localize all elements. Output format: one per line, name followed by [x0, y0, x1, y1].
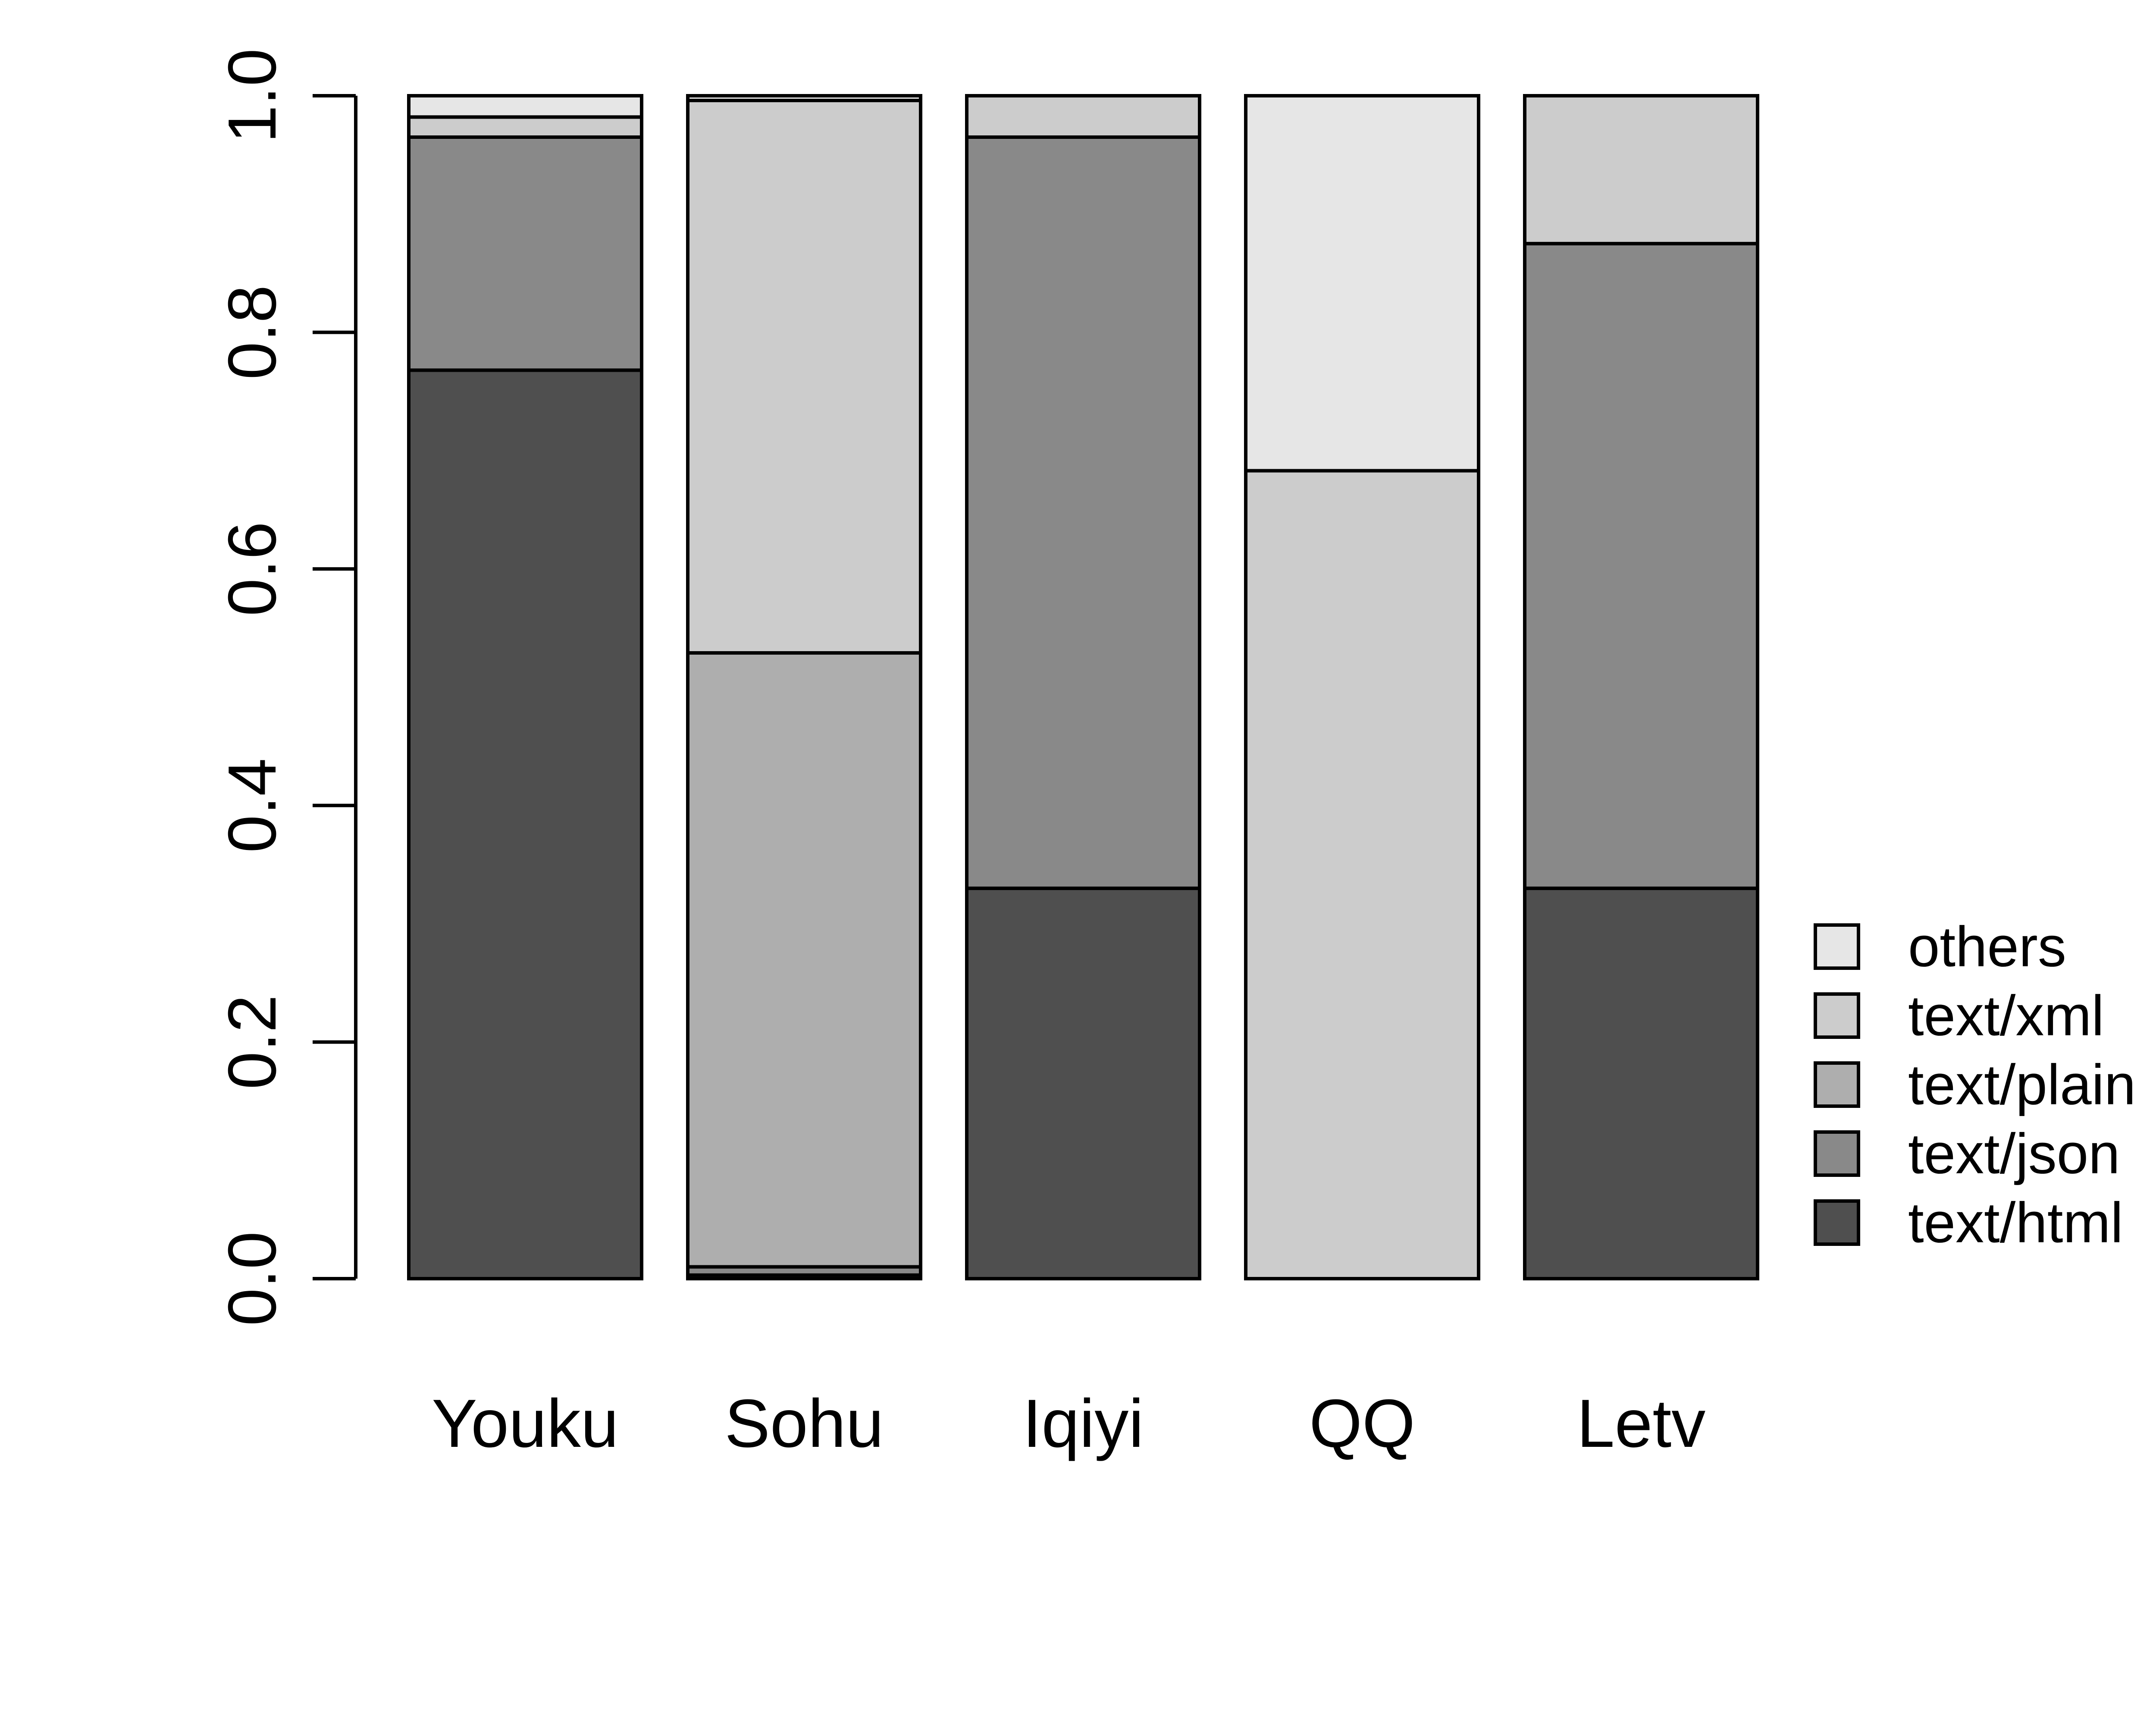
y-tick-label: 0.8: [214, 285, 290, 380]
legend-swatch: [1814, 1130, 1860, 1177]
bar-iqiyi: [965, 94, 1201, 1281]
legend-item: others: [1814, 915, 2066, 979]
legend-swatch: [1814, 923, 1860, 970]
bar-segment-youku-others: [407, 94, 643, 119]
legend-label: others: [1908, 915, 2066, 979]
bar-letv: [1523, 94, 1759, 1281]
bar-segment-qq-others: [1244, 94, 1480, 473]
legend-item: text/html: [1814, 1191, 2123, 1255]
legend-item: text/xml: [1814, 984, 2104, 1048]
bar-qq: [1244, 94, 1480, 1280]
legend-label: text/plain: [1908, 1053, 2136, 1117]
legend-swatch: [1814, 992, 1860, 1039]
bar-sohu: [686, 94, 922, 1280]
legend-label: text/html: [1908, 1191, 2123, 1255]
x-tick-label: Youku: [432, 1386, 619, 1462]
y-tick-label: 0.0: [214, 1231, 290, 1326]
bar-segment-sohu-text-plain: [686, 651, 922, 1269]
legend-swatch: [1814, 1199, 1860, 1246]
legend-label: text/xml: [1908, 984, 2104, 1048]
legend: otherstext/xmltext/plaintext/jsontext/ht…: [1814, 915, 2136, 1255]
bar-segment-qq-text-xml: [1244, 469, 1480, 1280]
legend-swatch: [1814, 1061, 1860, 1108]
bar-segment-youku-text-json: [407, 135, 643, 372]
legend-label: text/json: [1908, 1122, 2120, 1186]
y-tick-label: 0.6: [214, 521, 290, 616]
bar-segment-iqiyi-text-html: [965, 886, 1201, 1281]
bar-segment-youku-text-xml: [407, 115, 643, 139]
bar-segment-letv-text-xml: [1523, 94, 1759, 245]
bar-segment-sohu-others: [686, 94, 922, 102]
x-tick-label: Sohu: [724, 1386, 884, 1462]
x-tick-label: Iqiyi: [1023, 1386, 1144, 1462]
x-tick-label: QQ: [1309, 1386, 1415, 1462]
bar-segment-iqiyi-text-xml: [965, 94, 1201, 139]
y-tick-label: 1.0: [214, 48, 290, 143]
y-tick-label: 0.2: [214, 995, 290, 1090]
bar-youku: [407, 94, 643, 1280]
legend-item: text/json: [1814, 1122, 2120, 1186]
y-tick-label: 0.4: [214, 758, 290, 853]
bar-segment-youku-text-html: [407, 368, 643, 1280]
bar-segment-letv-text-html: [1523, 886, 1759, 1281]
bar-segment-sohu-text-xml: [686, 98, 922, 655]
x-tick-label: Letv: [1577, 1386, 1706, 1462]
bars-layer: [407, 94, 1759, 1281]
bar-segment-iqiyi-text-json: [965, 135, 1201, 890]
y-axis: 0.0 0.2 0.4 0.6 0.8 1.0: [214, 48, 357, 1326]
bar-segment-letv-text-json: [1523, 242, 1759, 890]
legend-item: text/plain: [1814, 1053, 2136, 1117]
x-axis-labels: Youku Sohu Iqiyi QQ Letv: [432, 1386, 1705, 1462]
